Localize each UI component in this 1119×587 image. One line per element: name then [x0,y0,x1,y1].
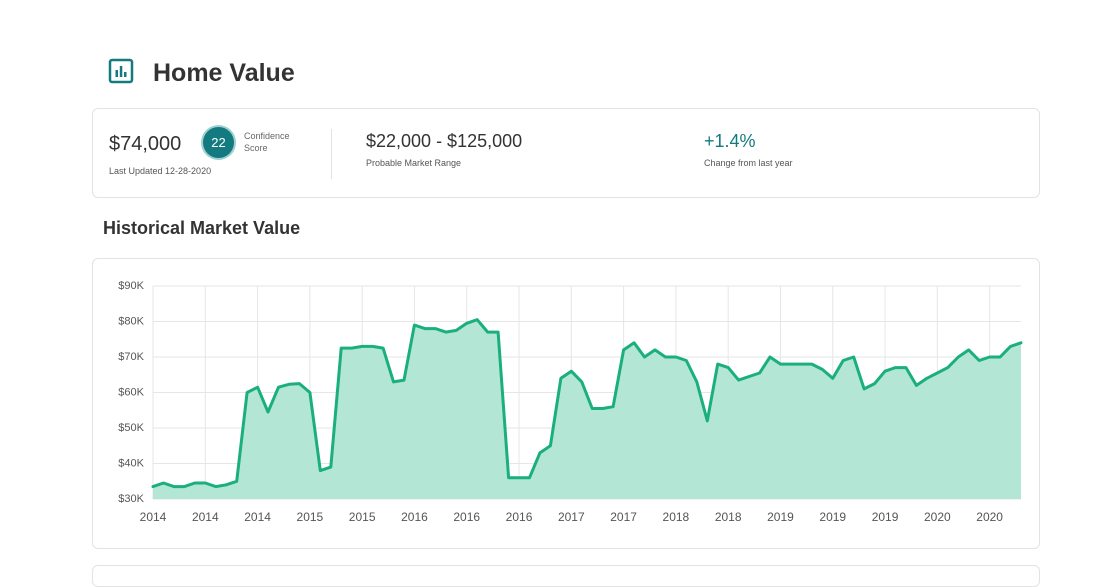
x-tick-label: 2015 [349,510,376,524]
x-tick-label: 2019 [872,510,899,524]
next-card [92,565,1040,587]
home-value: $74,000 [109,133,182,155]
y-tick-label: $60K [118,386,144,398]
x-tick-label: 2018 [715,510,742,524]
divider [331,129,332,179]
x-tick-label: 2020 [924,510,951,524]
x-tick-label: 2020 [976,510,1003,524]
x-tick-label: 2014 [244,510,271,524]
y-tick-label: $40K [118,457,144,469]
icon [108,58,134,84]
y-tick-label: $80K [118,315,144,327]
section-title: Historical Market Value [103,218,301,238]
range-label: Probable Market Range [366,158,462,168]
x-tick-label: 2016 [506,510,533,524]
x-tick-label: 2019 [819,510,846,524]
x-tick-label: 2019 [767,510,794,524]
x-tick-label: 2018 [663,510,690,524]
y-tick-label: $70K [118,351,144,363]
chart: $30K $40K $50K $60K $70K $80K $90K 2014 2014 2014… [118,280,1023,524]
confidence-badge: 22 [203,127,234,158]
y-tick-label: $50K [118,422,144,434]
x-tick-label: 2014 [140,510,167,524]
range: $22,000 - $125,000 [366,131,523,151]
x-tick-label: 2016 [453,510,480,524]
change-label: Change from last year [704,158,793,168]
y-tick-label: $90K [118,280,144,292]
confidence-label: Confidence Score [244,131,290,153]
x-tick-label: 2017 [558,510,585,524]
area [153,319,1021,499]
x-tick-label: 2015 [297,510,324,524]
change: +1.4% [704,131,756,151]
page-title: Home Value [153,59,295,87]
y-tick-label: $30K [118,493,144,505]
x-tick-label: 2017 [610,510,637,524]
line [151,318,1023,489]
summary-card: $74,000 22 Confidence Score Last Updated… [92,108,1040,198]
last-updated: Last Updated 12-28-2020 [109,166,212,176]
x-tick-label: 2016 [401,510,428,524]
x-tick-label: 2014 [192,510,219,524]
page: Home Value $74,000 22 Confidence Score L… [92,58,1040,587]
